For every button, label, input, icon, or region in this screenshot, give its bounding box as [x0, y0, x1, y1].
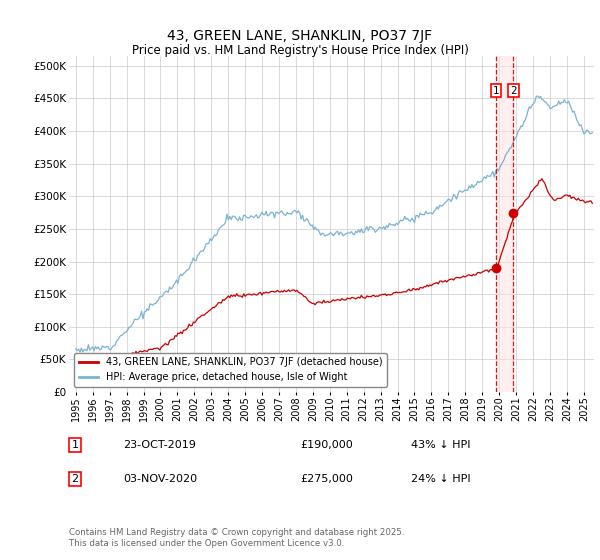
Text: 03-NOV-2020: 03-NOV-2020 [123, 474, 197, 484]
Text: 24% ↓ HPI: 24% ↓ HPI [411, 474, 470, 484]
Text: 43, GREEN LANE, SHANKLIN, PO37 7JF: 43, GREEN LANE, SHANKLIN, PO37 7JF [167, 29, 433, 44]
Text: 1: 1 [71, 440, 79, 450]
Text: £275,000: £275,000 [300, 474, 353, 484]
Text: 43% ↓ HPI: 43% ↓ HPI [411, 440, 470, 450]
Text: £190,000: £190,000 [300, 440, 353, 450]
Text: 1: 1 [493, 86, 499, 96]
Text: 2: 2 [510, 86, 517, 96]
Text: 23-OCT-2019: 23-OCT-2019 [123, 440, 196, 450]
Text: Price paid vs. HM Land Registry's House Price Index (HPI): Price paid vs. HM Land Registry's House … [131, 44, 469, 57]
Bar [496, 56, 514, 392]
Text: 2: 2 [71, 474, 79, 484]
Text: Contains HM Land Registry data © Crown copyright and database right 2025.
This d: Contains HM Land Registry data © Crown c… [69, 528, 404, 548]
Legend: 43, GREEN LANE, SHANKLIN, PO37 7JF (detached house), HPI: Average price, detache: 43, GREEN LANE, SHANKLIN, PO37 7JF (deta… [74, 353, 388, 387]
